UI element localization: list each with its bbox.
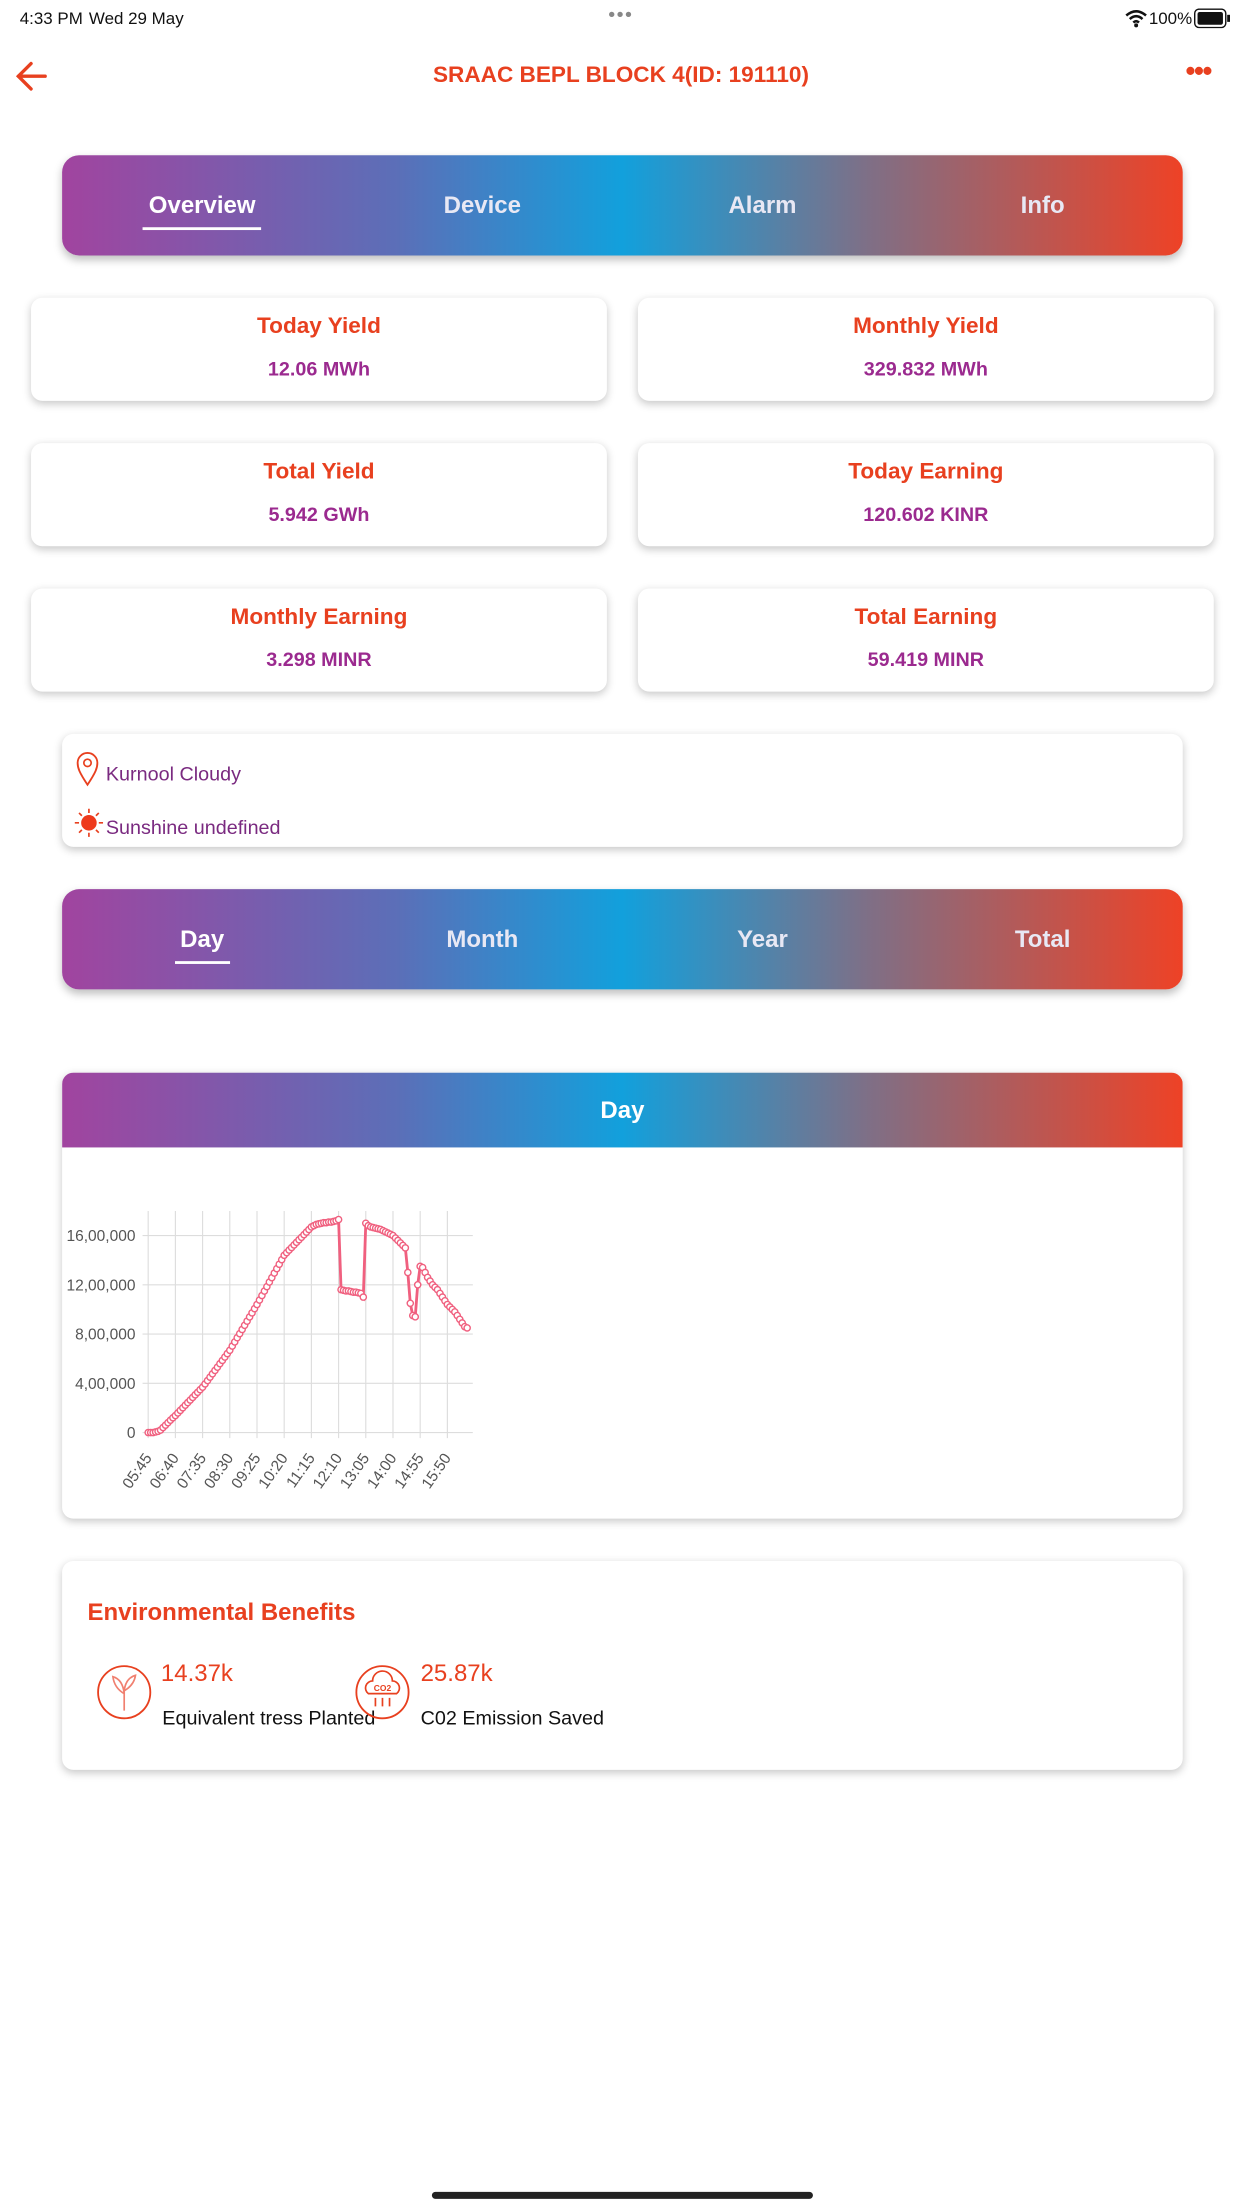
stat-label: Monthly Earning <box>230 605 408 630</box>
tab-label: Year <box>737 925 788 952</box>
stat-value: 59.419 MINR <box>867 647 985 671</box>
stat-card: Today Earning 120.602 KINR <box>637 443 1214 547</box>
tab-label: Month <box>446 925 519 952</box>
tab[interactable]: Device <box>342 191 622 219</box>
co2-icon: CO2 <box>355 1665 410 1720</box>
environment-card: Environmental Benefits 14.37k Equivalent… <box>62 1560 1183 1770</box>
back-button[interactable] <box>14 59 51 93</box>
stat-card: Today Yield 12.06 MWh <box>31 297 607 401</box>
tree-icon <box>97 1665 152 1720</box>
point <box>463 1324 471 1332</box>
stat-label: Total Earning <box>854 605 998 630</box>
point <box>359 1293 368 1301</box>
stat-label: Today Yield <box>257 314 381 339</box>
svg-text:CO2: CO2 <box>374 1683 392 1693</box>
tab-label: Device <box>443 191 522 219</box>
y-tick-label: 16,00,000 <box>66 1228 135 1245</box>
trees-value: 14.37k <box>160 1659 233 1687</box>
stat-label: Total Yield <box>263 460 375 485</box>
chart-card: Day 0 4,00,000 8,00,000 12,00,000 16,00,000 0… <box>62 1072 1183 1519</box>
stat-value: 120.602 KINR <box>863 502 989 526</box>
tab[interactable]: Alarm <box>622 191 902 219</box>
x-tick-label: 10:20 <box>256 1450 292 1492</box>
tab[interactable]: Info <box>903 191 1183 219</box>
location-icon <box>76 752 99 787</box>
home-indicator <box>431 2191 813 2199</box>
more-menu[interactable]: ••• <box>1185 56 1213 88</box>
chart-card-title: Day <box>62 1072 1183 1148</box>
tab[interactable]: Overview <box>62 191 342 230</box>
stat-value: 5.942 GWh <box>268 502 370 526</box>
tab-label: Overview <box>143 191 262 230</box>
status-time: 4:33 PM <box>19 8 83 29</box>
stat-value: 3.298 MINR <box>266 647 372 671</box>
tab-label: Total <box>1014 925 1071 952</box>
chart: 04,00,0008,00,00012,00,00016,00,00005:45… <box>66 1210 473 1492</box>
co2-label: C02 Emission Saved <box>420 1706 604 1729</box>
point <box>404 1268 412 1277</box>
tab[interactable]: Day <box>62 925 342 964</box>
x-tick-label: 15:50 <box>419 1450 455 1492</box>
stat-value: 12.06 MWh <box>267 357 371 380</box>
sun-icon <box>74 808 104 837</box>
tab-label: Day <box>174 925 230 964</box>
point <box>406 1299 415 1308</box>
line <box>148 1217 468 1434</box>
point <box>334 1215 343 1224</box>
y-tick-label: 4,00,000 <box>75 1376 136 1393</box>
multitask-dots: ••• <box>608 2 634 26</box>
weather-card: Kurnool Cloudy Sunshine undefined <box>62 733 1183 847</box>
point <box>401 1244 410 1252</box>
point <box>411 1313 420 1321</box>
y-tick-label: 0 <box>127 1425 136 1442</box>
tab[interactable]: Month <box>342 925 622 953</box>
tab[interactable]: Total <box>903 925 1183 953</box>
stat-label: Today Earning <box>848 460 1004 485</box>
battery-text: 100% <box>1148 8 1193 29</box>
stat-value: 329.832 MWh <box>863 357 988 380</box>
co2-value: 25.87k <box>420 1659 493 1687</box>
tab-label: Alarm <box>728 191 797 219</box>
y-tick-label: 12,00,000 <box>66 1277 135 1294</box>
weather-sunshine: Sunshine undefined <box>105 815 281 839</box>
period-tab-bar: Day Month Year Total <box>62 889 1183 990</box>
point <box>413 1280 422 1289</box>
trees-label: Equivalent tress Planted <box>162 1706 376 1729</box>
tab-label: Info <box>1020 191 1065 219</box>
environment-title: Environmental Benefits <box>87 1599 356 1626</box>
battery-icon <box>1194 8 1231 29</box>
stat-label: Monthly Yield <box>853 314 999 339</box>
status-date: Wed 29 May <box>88 8 184 29</box>
stat-card: Total Earning 59.419 MINR <box>637 588 1214 692</box>
stat-card: Monthly Earning 3.298 MINR <box>31 588 607 692</box>
wifi-icon <box>1125 10 1147 28</box>
stat-card: Monthly Yield 329.832 MWh <box>637 297 1214 401</box>
weather-location: Kurnool Cloudy <box>105 762 241 785</box>
tab[interactable]: Year <box>622 925 902 953</box>
y-tick-label: 8,00,000 <box>75 1327 136 1344</box>
stat-card: Total Yield 5.942 GWh <box>31 443 607 547</box>
tab-bar: Overview Device Alarm Info <box>62 155 1183 256</box>
page-title: SRAAC BEPL BLOCK 4(ID: 191110) <box>432 63 810 88</box>
